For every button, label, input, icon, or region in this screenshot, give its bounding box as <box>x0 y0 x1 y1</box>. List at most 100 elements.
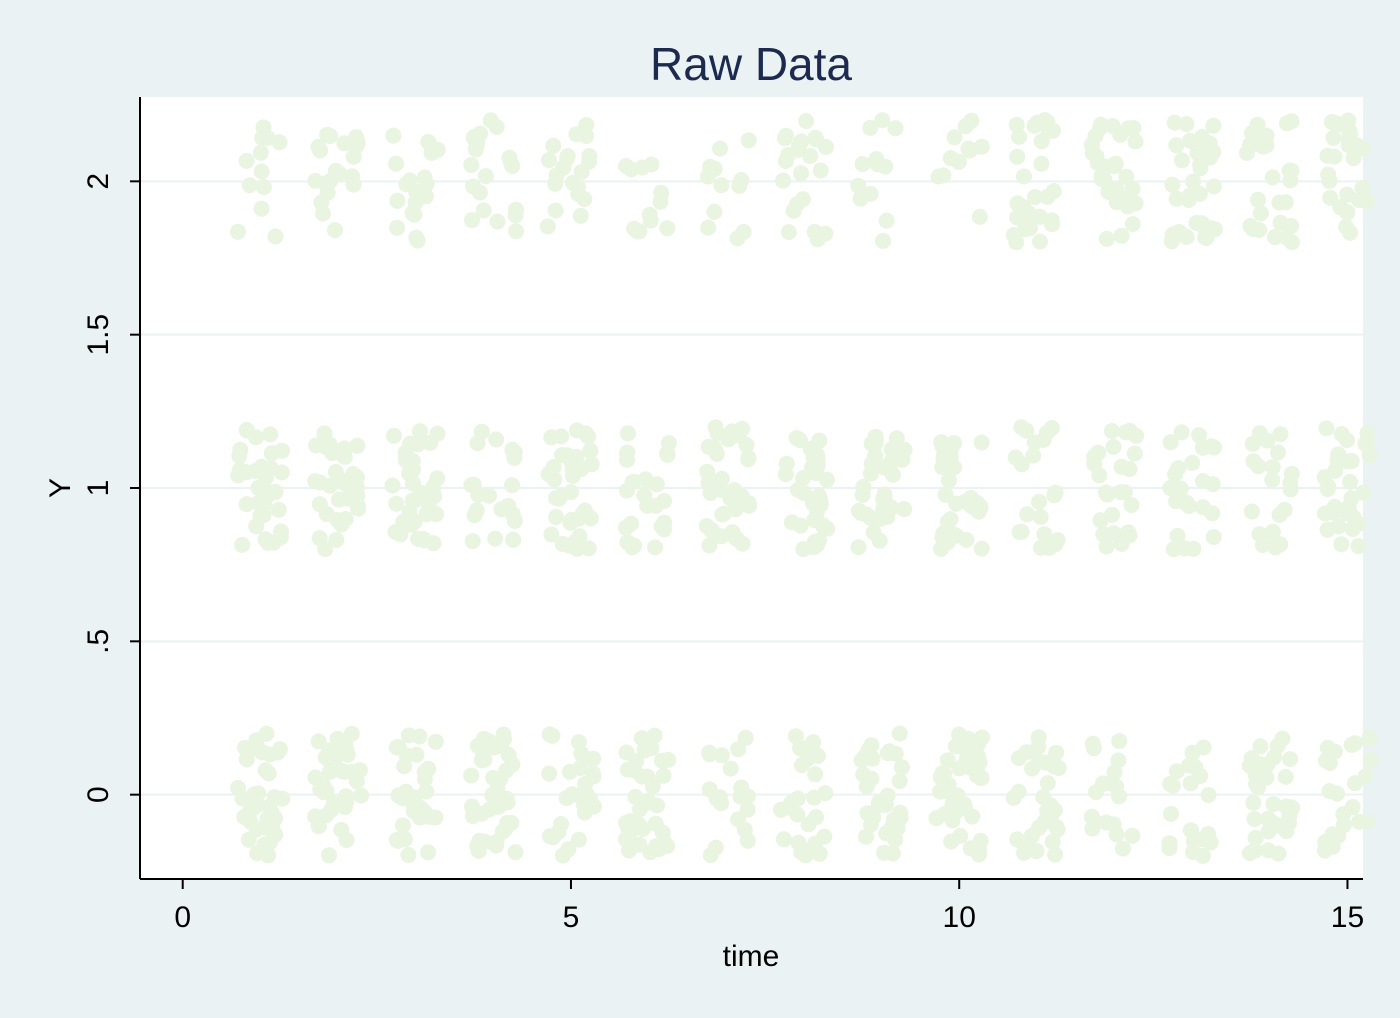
data-point <box>404 794 421 811</box>
data-point <box>253 200 270 217</box>
data-point <box>1037 754 1054 771</box>
data-point <box>1271 506 1288 523</box>
data-point <box>248 429 265 446</box>
data-point <box>1185 540 1202 557</box>
data-point <box>1249 116 1266 133</box>
data-point <box>1354 179 1371 196</box>
data-point <box>1013 419 1030 436</box>
data-point <box>345 176 362 193</box>
data-point <box>1173 424 1190 441</box>
data-point <box>623 515 639 532</box>
data-point <box>1047 846 1064 863</box>
data-point <box>1204 505 1221 522</box>
y-tick-label: 1.5 <box>82 314 115 356</box>
data-point <box>327 464 344 480</box>
data-point <box>585 768 602 785</box>
data-point <box>802 440 819 457</box>
data-point <box>1272 214 1289 231</box>
data-point <box>506 449 523 466</box>
data-point <box>714 506 731 523</box>
data-point <box>560 841 577 858</box>
data-point <box>403 516 420 533</box>
data-point <box>500 497 517 514</box>
data-point <box>1031 493 1048 510</box>
data-point <box>406 492 423 509</box>
data-point <box>726 482 743 499</box>
data-point <box>798 113 815 129</box>
data-point <box>619 444 636 461</box>
data-point <box>1319 147 1336 164</box>
data-point <box>318 807 335 824</box>
data-point <box>811 487 827 504</box>
data-point <box>1189 144 1206 161</box>
data-point <box>1017 221 1033 238</box>
chart-title: Raw Data <box>650 38 852 90</box>
data-point <box>891 773 908 789</box>
data-point <box>1204 476 1221 493</box>
data-point <box>1361 730 1378 747</box>
data-point <box>489 213 506 230</box>
data-point <box>1172 480 1189 497</box>
data-point <box>659 220 676 237</box>
data-point <box>1316 842 1333 859</box>
data-point <box>1244 221 1261 237</box>
data-point <box>863 737 880 754</box>
data-point <box>1192 767 1209 784</box>
data-point <box>1194 128 1211 145</box>
data-point <box>328 531 345 548</box>
data-point <box>1164 176 1181 193</box>
data-point <box>740 132 757 149</box>
data-point <box>1252 738 1269 755</box>
data-point <box>940 472 957 489</box>
data-point <box>272 529 289 546</box>
data-point <box>862 465 879 482</box>
data-point <box>875 232 891 249</box>
data-point <box>702 158 719 175</box>
data-point <box>1324 826 1341 843</box>
data-point <box>427 733 444 750</box>
data-point <box>580 428 597 445</box>
data-point <box>1039 188 1056 205</box>
data-point <box>1038 424 1055 441</box>
data-point <box>229 223 246 240</box>
data-point <box>1350 538 1367 555</box>
data-point <box>1124 827 1141 844</box>
data-point <box>1196 219 1213 236</box>
data-point <box>948 495 965 512</box>
data-point <box>1009 209 1026 226</box>
data-point <box>246 798 263 815</box>
data-point <box>1009 831 1026 848</box>
data-point <box>1011 524 1028 541</box>
data-point <box>336 135 353 152</box>
data-point <box>262 460 279 477</box>
data-point <box>1357 768 1374 785</box>
data-point <box>713 470 730 487</box>
data-point <box>738 437 755 453</box>
data-point <box>639 497 656 514</box>
data-point <box>1112 126 1129 143</box>
data-point <box>321 847 337 864</box>
data-point <box>1278 115 1295 132</box>
y-tick-label: 1 <box>82 480 115 497</box>
data-point <box>473 752 490 769</box>
data-point <box>338 793 355 810</box>
data-point <box>1249 767 1266 784</box>
data-point <box>564 174 581 191</box>
data-point <box>427 809 444 826</box>
data-point <box>971 841 987 858</box>
data-point <box>1108 778 1125 795</box>
data-point <box>1321 172 1338 189</box>
data-point <box>1161 840 1178 856</box>
data-point <box>327 222 343 239</box>
data-point <box>488 833 505 850</box>
data-point <box>1339 186 1356 203</box>
data-point <box>893 759 910 776</box>
data-point <box>1245 794 1262 811</box>
data-point <box>939 752 956 769</box>
data-point <box>392 526 409 543</box>
data-point <box>812 162 829 179</box>
data-point <box>800 844 817 861</box>
data-point <box>618 158 634 174</box>
data-point <box>465 129 482 146</box>
data-point <box>1182 132 1199 149</box>
